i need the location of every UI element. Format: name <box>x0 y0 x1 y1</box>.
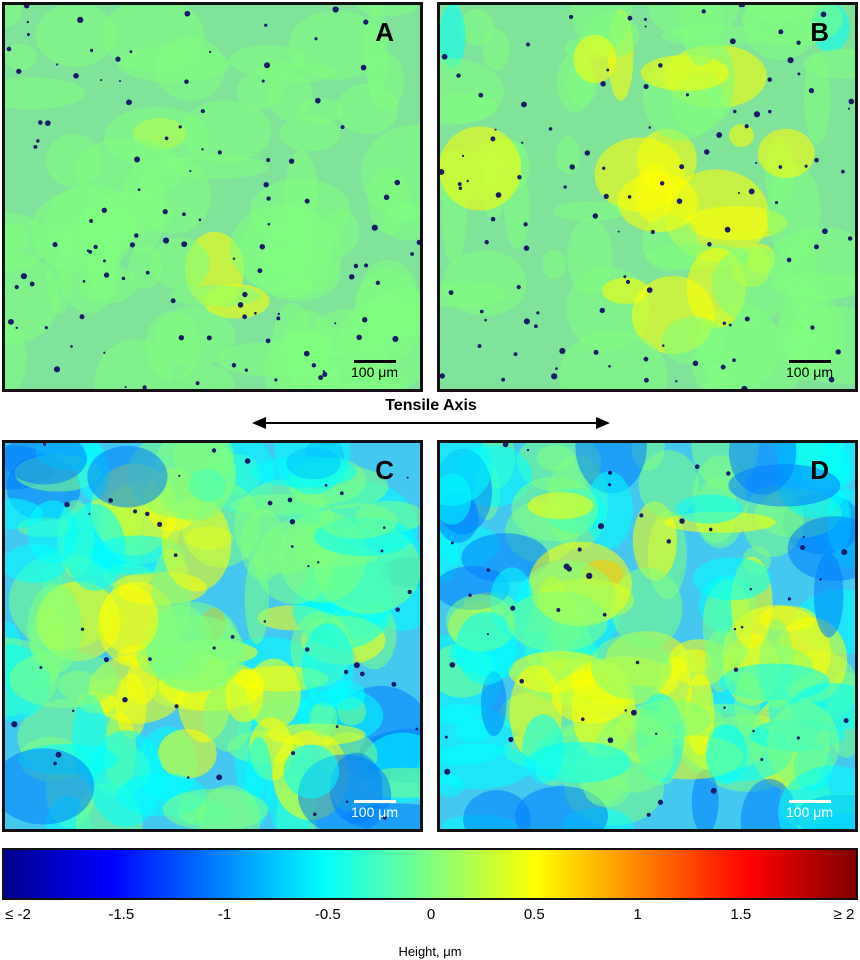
scale-bar-line <box>788 360 831 363</box>
height-colorbar <box>2 848 858 900</box>
scale-bar-line <box>353 360 396 363</box>
colorbar-tick: -1.5 <box>108 906 135 923</box>
micrograph-panel-a: A 100 μm <box>2 2 423 392</box>
height-map-b <box>440 5 855 389</box>
scale-bar-text: 100 μm <box>351 804 398 820</box>
scale-bar-c: 100 μm <box>351 800 398 819</box>
colorbar-title: Height, μm <box>398 944 462 959</box>
height-map-d <box>440 443 855 829</box>
panel-label-c: C <box>375 455 394 485</box>
colorbar-tick: 1.5 <box>730 906 752 923</box>
panel-label-d: D <box>810 455 829 485</box>
colorbar-tick: 1 <box>633 906 642 923</box>
scale-bar-line <box>788 800 831 803</box>
colorbar-tick: 0 <box>426 906 436 923</box>
colorbar-tick: -1 <box>217 906 232 923</box>
colorbar-tick: -0.5 <box>314 906 341 923</box>
height-map-a <box>5 5 420 389</box>
tensile-axis-arrow <box>252 417 610 429</box>
height-map-c <box>5 443 420 829</box>
scale-bar-a: 100 μm <box>351 360 398 379</box>
colorbar-tick: ≥ 2 <box>833 906 855 923</box>
panel-label-a: A <box>375 17 394 47</box>
colorbar-tick: 0.5 <box>523 906 545 923</box>
micrograph-panel-b: B 100 μm <box>437 2 858 392</box>
tensile-axis-label: Tensile Axis <box>385 397 477 414</box>
scale-bar-b: 100 μm <box>786 360 833 379</box>
scale-bar-text: 100 μm <box>786 364 833 380</box>
scale-bar-text: 100 μm <box>786 804 833 820</box>
scale-bar-d: 100 μm <box>786 800 833 819</box>
scale-bar-line <box>353 800 396 803</box>
colorbar-tick: ≤ -2 <box>5 906 31 923</box>
micrograph-panel-c: C 100 μm <box>2 440 423 832</box>
micrograph-panel-d: D 100 μm <box>437 440 858 832</box>
scale-bar-text: 100 μm <box>351 364 398 380</box>
panel-label-b: B <box>810 17 829 47</box>
